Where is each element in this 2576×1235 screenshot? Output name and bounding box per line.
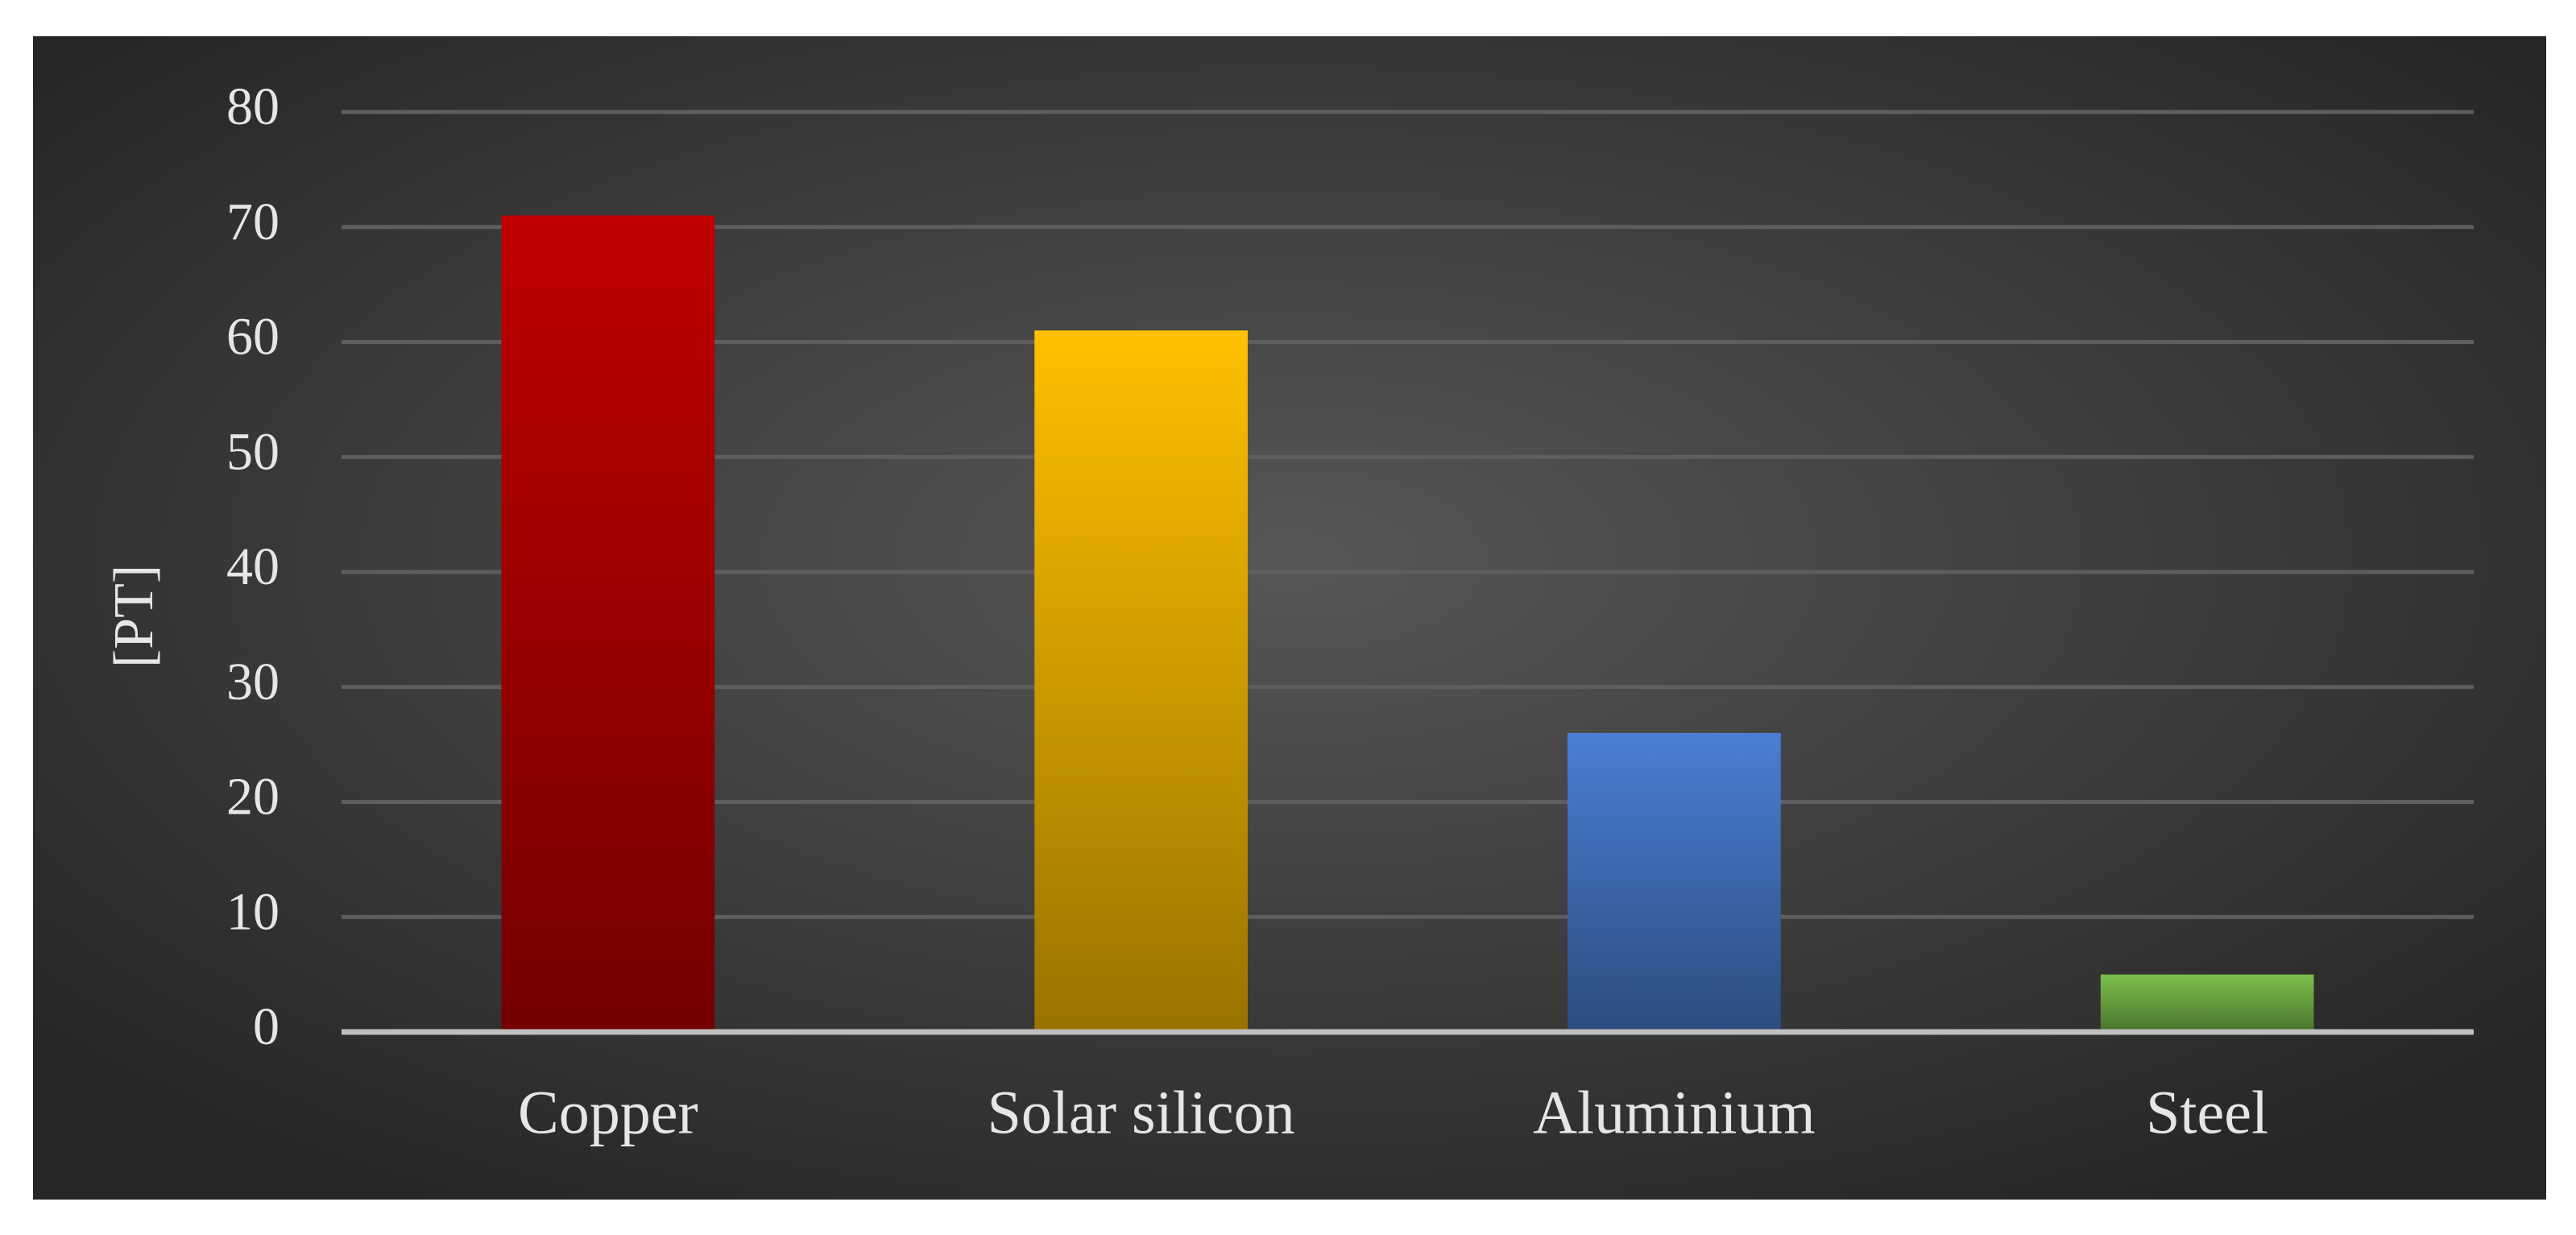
- y-tick-label: 30: [226, 653, 280, 711]
- y-tick-label: 50: [226, 422, 280, 481]
- y-axis-title: [PT]: [103, 565, 165, 668]
- x-tick-label: Aluminium: [1533, 1079, 1815, 1146]
- bar: [1034, 330, 1248, 1033]
- y-tick-label: 20: [226, 768, 280, 827]
- y-tick-label: 60: [226, 308, 280, 367]
- y-tick-label: 10: [226, 882, 280, 941]
- y-tick-label: 0: [253, 997, 280, 1056]
- x-tick-label: Solar silicon: [988, 1079, 1295, 1146]
- y-tick-label: 70: [226, 193, 280, 251]
- y-tick-label: 80: [226, 77, 280, 136]
- bar: [2100, 974, 2314, 1032]
- bar: [1568, 732, 1781, 1032]
- x-tick-label: Steel: [2146, 1079, 2268, 1146]
- bar: [501, 215, 715, 1033]
- y-tick-label: 40: [226, 537, 280, 596]
- x-tick-label: Copper: [518, 1079, 698, 1146]
